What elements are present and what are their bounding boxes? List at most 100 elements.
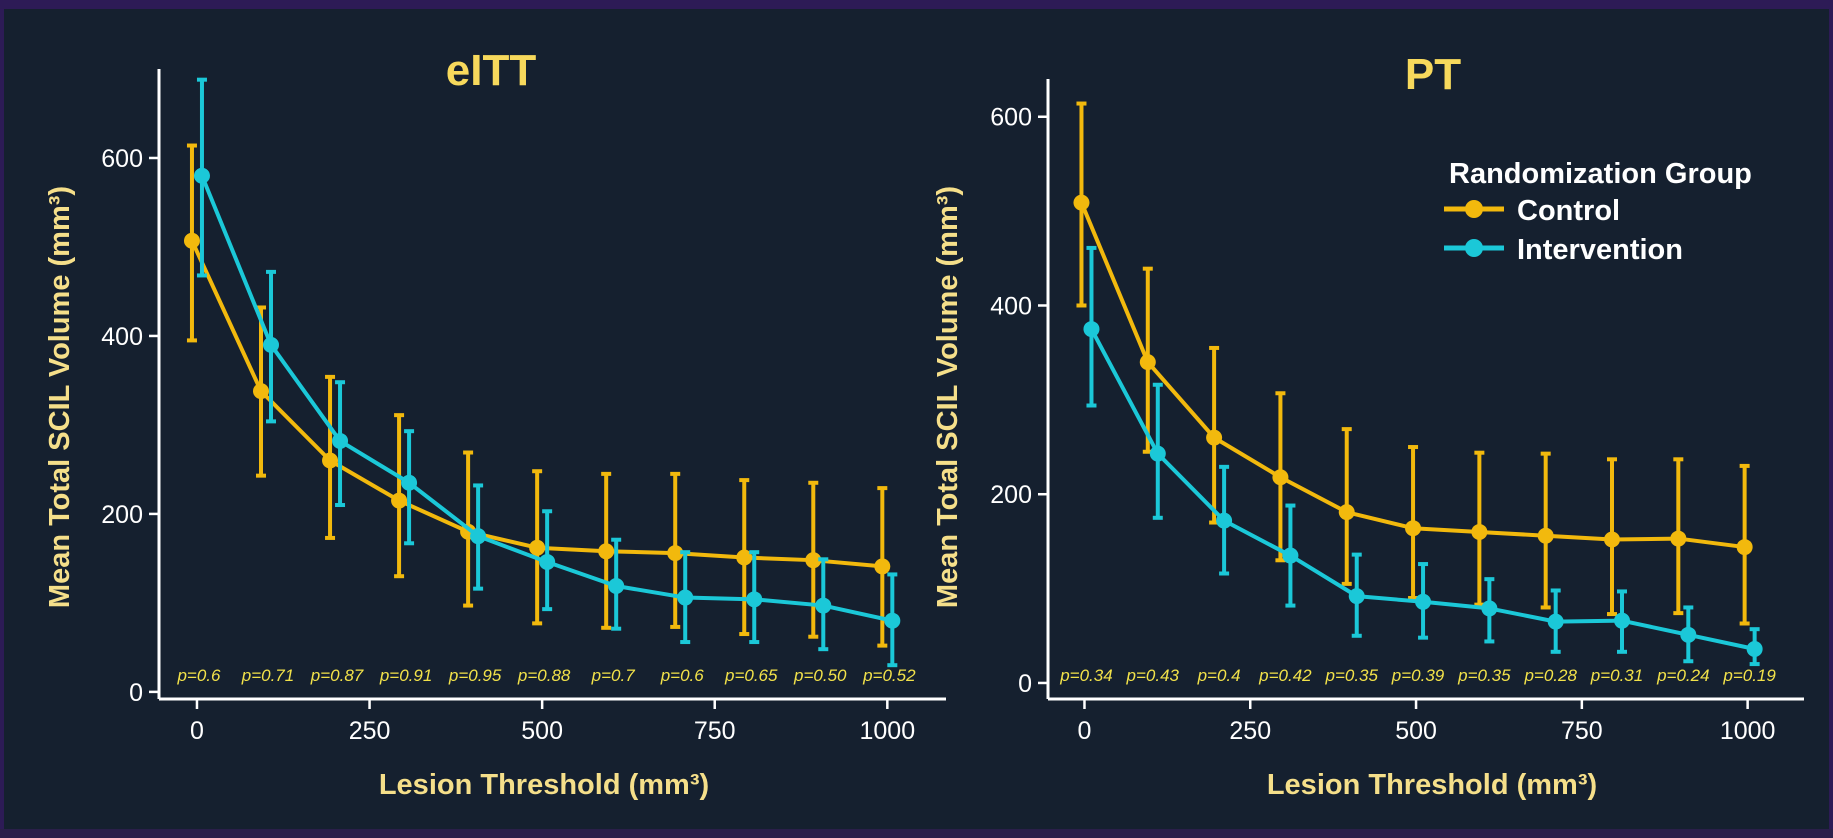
x-tick-label: 0 [190, 717, 204, 745]
legend-title: Randomization Group [1449, 158, 1752, 190]
data-point [667, 545, 684, 562]
data-point [1746, 640, 1763, 657]
p-value-label: p=0.87 [310, 666, 364, 685]
data-point [539, 553, 556, 570]
data-point [1481, 600, 1498, 617]
x-tick-label: 750 [1561, 717, 1603, 745]
data-point [1338, 504, 1355, 521]
data-point [805, 552, 822, 569]
data-point [874, 558, 891, 575]
panel-eitt: eITT Lesion Threshold (mm³) Mean Total S… [44, 46, 946, 801]
data-point [1139, 354, 1156, 371]
p-value-label: p=0.35 [1324, 666, 1378, 685]
p-value-label: p=0.95 [448, 666, 502, 685]
p-value-label: p=0.39 [1391, 666, 1445, 685]
data-point [391, 492, 408, 509]
data-point [1670, 530, 1687, 547]
x-tick-label: 1000 [860, 717, 916, 745]
y-tick-label: 200 [101, 501, 143, 529]
data-point [1547, 613, 1564, 630]
x-tick-label: 750 [694, 717, 736, 745]
y-tick-label: 0 [1018, 670, 1032, 698]
data-point [884, 612, 901, 629]
panel-title: eITT [446, 46, 537, 95]
legend-label: Control [1517, 195, 1620, 227]
p-value-label: p=0.34 [1059, 666, 1112, 685]
p-value-label: p=0.88 [517, 666, 571, 685]
y-tick-label: 0 [129, 679, 143, 707]
data-point [1614, 612, 1630, 629]
data-point [332, 432, 349, 449]
data-point [598, 543, 615, 560]
data-point [736, 549, 753, 566]
legend-item-intervention: Intervention [1444, 234, 1683, 266]
p-value-layer: p=0.34 p=0.43 p=0.4 p=0.42 p=0.35 p=0.39 p=0.3… [1059, 666, 1776, 685]
data-point [1537, 527, 1554, 544]
series-intervention [1083, 245, 1763, 667]
legend-swatch-marker [1465, 200, 1483, 218]
p-value-label: p=0.7 [591, 666, 636, 685]
y-tick-label: 600 [101, 145, 143, 173]
p-value-label: p=0.19 [1722, 666, 1776, 685]
p-value-label: p=0.65 [724, 666, 778, 685]
series-control [183, 143, 891, 648]
p-value-label: p=0.91 [379, 666, 432, 685]
p-value-label: p=0.71 [241, 666, 294, 685]
p-value-label: p=0.6 [660, 666, 705, 685]
p-value-layer: p=0.6 p=0.71 p=0.87 p=0.91 p=0.95 p=0.88 p=0.7… [176, 666, 916, 685]
axes: 0 200 400 600 0 250 500 750 1000 [990, 79, 1804, 745]
data-point [1272, 469, 1289, 486]
data-point [677, 589, 694, 606]
data-point [608, 577, 625, 594]
data-point [815, 597, 832, 614]
data-point [529, 539, 546, 556]
axes: 0 200 400 600 0 250 500 750 1000 [101, 69, 946, 745]
data-point [322, 452, 339, 469]
p-value-label: p=0.28 [1523, 666, 1577, 685]
x-axis-title: Lesion Threshold (mm³) [1267, 769, 1597, 801]
data-point [746, 591, 763, 608]
p-value-label: p=0.52 [862, 666, 916, 685]
data-point [193, 167, 210, 184]
x-tick-label: 0 [1078, 717, 1092, 745]
y-tick-label: 600 [990, 104, 1032, 132]
x-tick-label: 250 [349, 717, 391, 745]
data-point [1282, 547, 1299, 564]
legend: Randomization Group Control Intervention [1444, 158, 1752, 266]
panel-pt: PT Lesion Threshold (mm³) Mean Total SCI… [932, 50, 1804, 801]
data-point [1604, 531, 1620, 548]
data-point [401, 474, 418, 491]
data-point [1083, 321, 1100, 338]
y-axis-title: Mean Total SCIL Volume (mm³) [932, 186, 964, 608]
legend-label: Intervention [1517, 234, 1683, 266]
series-layer [183, 77, 901, 668]
p-value-label: p=0.43 [1126, 666, 1180, 685]
data-point [1680, 626, 1697, 643]
y-tick-label: 200 [990, 481, 1032, 509]
data-point [183, 232, 200, 249]
series-intervention [193, 77, 901, 668]
data-point [263, 336, 280, 353]
data-point [1348, 588, 1365, 605]
y-axis-title: Mean Total SCIL Volume (mm³) [44, 186, 76, 608]
x-tick-label: 1000 [1720, 717, 1776, 745]
panel-title: PT [1405, 50, 1461, 99]
data-point [1206, 429, 1223, 446]
y-tick-label: 400 [101, 323, 143, 351]
data-point [1415, 593, 1432, 610]
data-point [470, 528, 487, 545]
data-point [1073, 194, 1090, 211]
p-value-label: p=0.50 [793, 666, 847, 685]
data-point [1216, 512, 1233, 529]
x-tick-label: 500 [521, 717, 563, 745]
x-tick-label: 500 [1395, 717, 1437, 745]
legend-item-control: Control [1444, 195, 1620, 227]
p-value-label: p=0.42 [1258, 666, 1312, 685]
data-point [1149, 445, 1166, 462]
x-axis-title: Lesion Threshold (mm³) [379, 769, 709, 801]
chart-canvas: eITT Lesion Threshold (mm³) Mean Total S… [44, 46, 1804, 801]
x-tick-label: 250 [1229, 717, 1271, 745]
data-point [1471, 523, 1488, 540]
p-value-label: p=0.4 [1197, 666, 1241, 685]
